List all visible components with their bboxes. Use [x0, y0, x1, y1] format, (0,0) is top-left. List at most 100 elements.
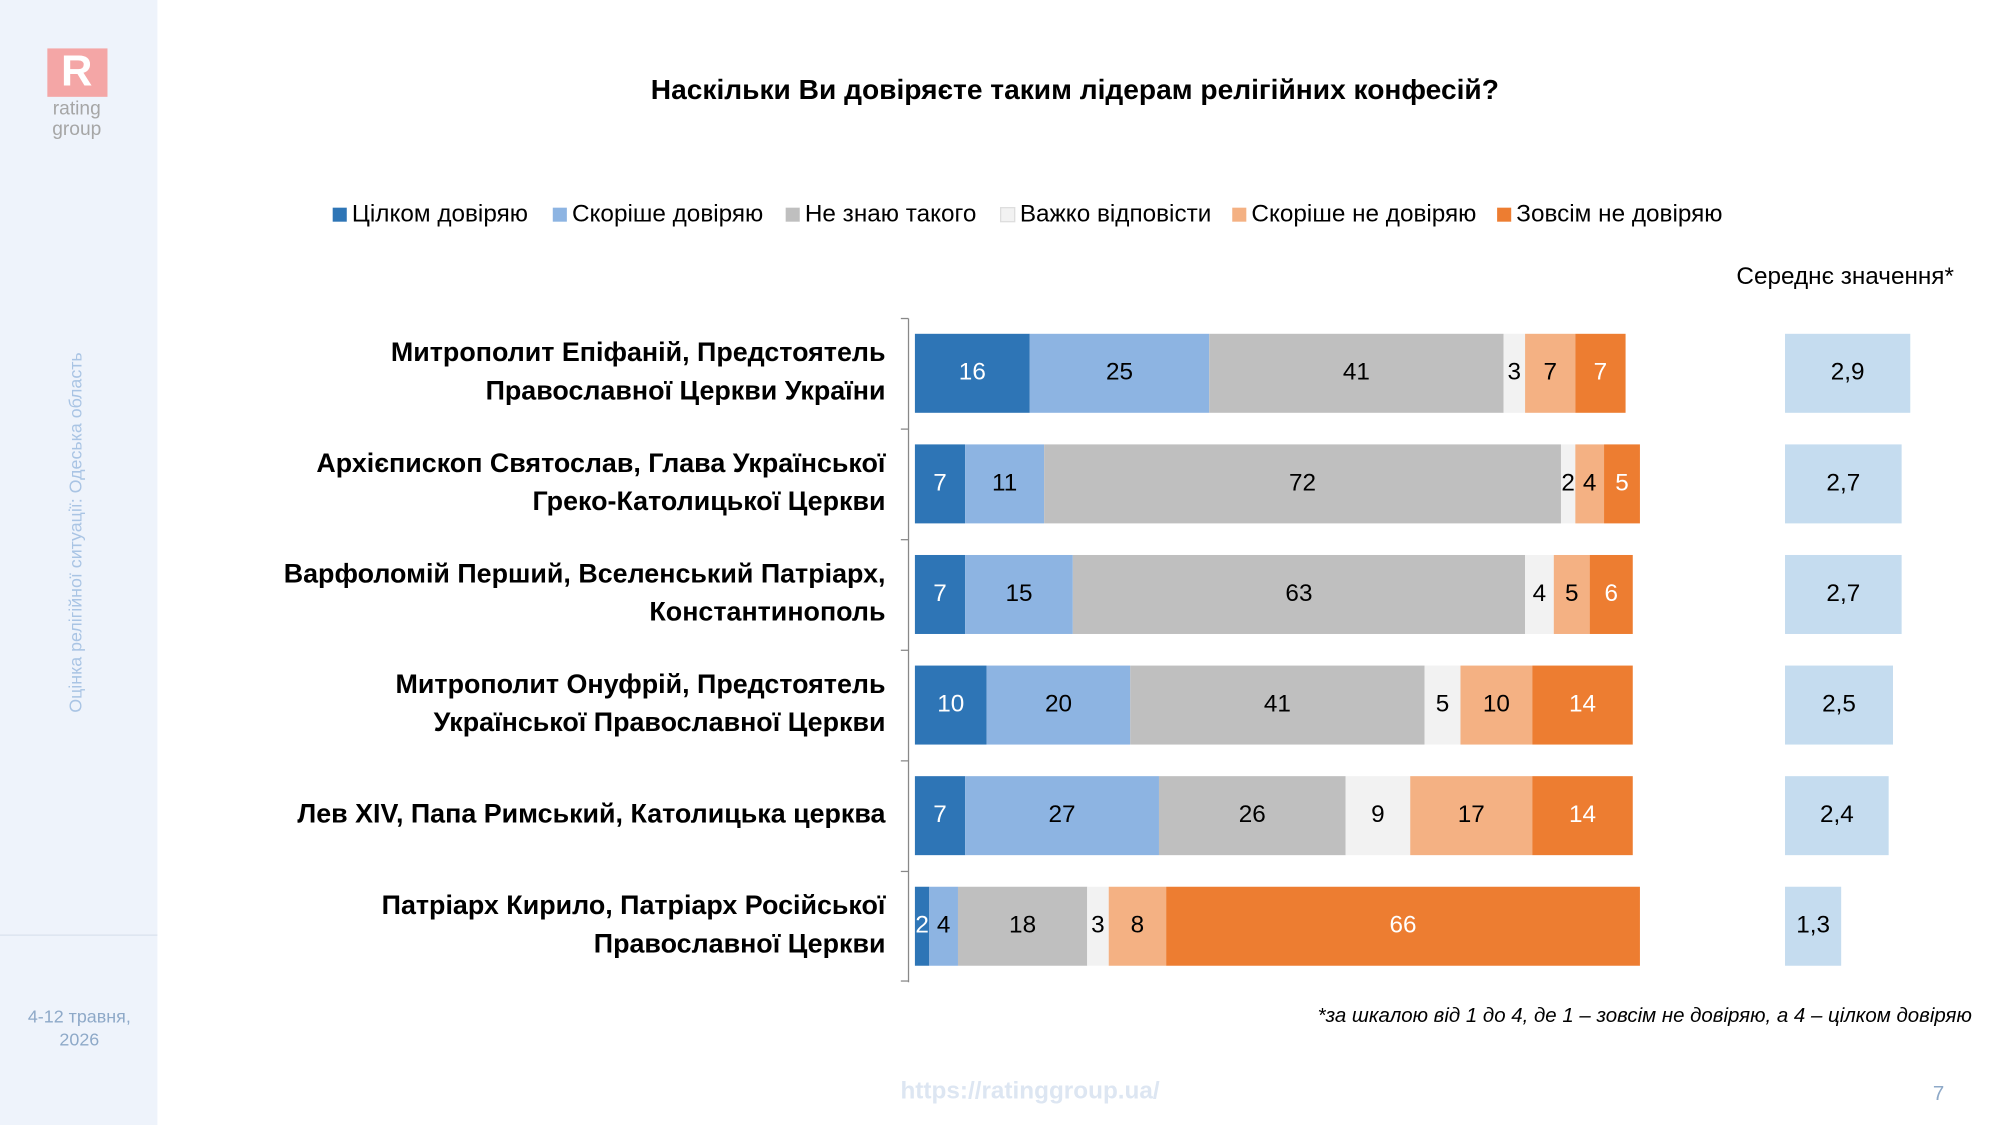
value-label: 4	[1533, 580, 1547, 607]
legend-swatch	[1232, 207, 1247, 222]
value-label: 17	[1458, 801, 1485, 828]
legend-label: Не знаю такого	[805, 201, 977, 228]
bar-segment	[1158, 776, 1346, 856]
value-label: 5	[1615, 469, 1629, 496]
bar-segment	[1560, 444, 1576, 524]
sidebar-title: Оцінка релігійної ситуації: Одеська обла…	[65, 352, 85, 712]
legend-swatch	[1000, 207, 1016, 223]
date: 2026	[59, 1030, 99, 1050]
value-label: 3	[1508, 359, 1522, 386]
bar-segment	[1087, 886, 1109, 966]
bar-segment	[914, 554, 966, 634]
mean-bar	[1785, 444, 1902, 524]
value-label: 14	[1569, 691, 1596, 718]
legend-label: Зовсім не довіряю	[1516, 201, 1722, 228]
bar-segment	[914, 886, 930, 966]
bar-segment	[986, 665, 1131, 745]
value-label: 63	[1285, 580, 1312, 607]
mean-label: 2,4	[1820, 801, 1854, 828]
category-label: Лев XIV, Папа Римський, Католицька церкв…	[297, 799, 886, 829]
category-label: Православної Церкви України	[486, 376, 886, 406]
value-label: 6	[1604, 580, 1618, 607]
page-number: 7	[1933, 1083, 1944, 1105]
category-label: Греко-Католицької Церкви	[532, 486, 885, 516]
legend-swatch	[1497, 207, 1512, 222]
bar-segment	[1525, 554, 1554, 634]
category-label: Патріарх Кирило, Патріарх Російської	[382, 890, 887, 920]
bar-segment	[1525, 333, 1576, 413]
value-label: 27	[1049, 801, 1076, 828]
category-label: Архієпископ Святослав, Глава Української	[316, 448, 887, 478]
bar-segment	[1553, 554, 1590, 634]
bar-segment	[914, 665, 987, 745]
legend-swatch	[785, 207, 800, 222]
category-label: Православної Церкви	[594, 928, 886, 958]
bar-segment	[929, 886, 958, 966]
category-label: Константинополь	[649, 597, 885, 627]
chart-title: Наскільки Ви довіряєте таким лідерам рел…	[651, 74, 1499, 105]
logo-text: rating	[53, 99, 101, 120]
bar-segment	[965, 554, 1073, 634]
bar-segment	[914, 776, 966, 856]
value-label: 8	[1131, 912, 1145, 939]
bar-segment	[1410, 776, 1533, 856]
value-label: 11	[992, 469, 1017, 496]
category-label: Варфоломій Перший, Вселенський Патріарх,	[284, 558, 886, 588]
value-label: 41	[1264, 691, 1291, 718]
value-label: 5	[1436, 691, 1450, 718]
value-label: 7	[933, 580, 947, 607]
bar-segment	[1044, 444, 1561, 524]
category-label: Української Православної Церкви	[434, 707, 886, 737]
category-label: Митрополит Епіфаній, Предстоятель	[391, 337, 886, 367]
legend-label: Цілком довіряю	[352, 201, 528, 228]
bar-segment	[965, 444, 1045, 524]
footnote: *за шкалою від 1 до 4, де 1 – зовсім не …	[1318, 1005, 1972, 1027]
mean-label: 2,5	[1822, 691, 1856, 718]
value-label: 3	[1091, 912, 1105, 939]
bar-segment	[1575, 444, 1605, 524]
value-label: 4	[937, 912, 951, 939]
bar-segment	[1575, 333, 1626, 413]
value-label: 9	[1371, 801, 1385, 828]
legend-swatch	[332, 207, 347, 222]
bar-segment	[1532, 776, 1633, 856]
bar-segment	[1209, 333, 1504, 413]
value-label: 7	[1594, 359, 1608, 386]
bar-segment	[1532, 665, 1633, 745]
legend-label: Важко відповісти	[1020, 201, 1211, 228]
mean-title: Середнє значення*	[1736, 263, 1954, 290]
sidebar	[0, 0, 158, 1125]
bar-segment	[1108, 886, 1167, 966]
value-label: 20	[1045, 691, 1072, 718]
bar-segment	[965, 776, 1159, 856]
value-label: 10	[937, 691, 964, 718]
value-label: 4	[1583, 469, 1597, 496]
bar-segment	[1460, 665, 1533, 745]
bar-segment	[1503, 333, 1526, 413]
mean-label: 2,9	[1831, 359, 1865, 386]
value-label: 5	[1565, 580, 1579, 607]
mean-bar	[1785, 554, 1902, 634]
logo-text: group	[52, 119, 101, 140]
bar-segment	[1166, 886, 1640, 966]
bar-segment	[1345, 776, 1411, 856]
date: 4-12 травня,	[28, 1007, 131, 1027]
value-label: 2	[1561, 469, 1575, 496]
bar-segment	[1604, 444, 1640, 524]
value-label: 7	[933, 469, 947, 496]
value-label: 26	[1239, 801, 1266, 828]
bar-segment	[1130, 665, 1425, 745]
bar-segment	[914, 444, 966, 524]
bar-segment	[957, 886, 1088, 966]
mean-bar	[1785, 886, 1842, 966]
value-label: 2	[915, 912, 929, 939]
legend-label: Скоріше довіряю	[572, 201, 763, 228]
mean-bar	[1785, 776, 1889, 856]
bar-segment	[1424, 665, 1461, 745]
mean-label: 1,3	[1796, 912, 1830, 939]
value-label: 16	[959, 359, 986, 386]
mean-label: 2,7	[1826, 469, 1860, 496]
bar-segment	[1029, 333, 1210, 413]
bar-segment	[914, 333, 1030, 413]
bar-segment	[1072, 554, 1526, 634]
